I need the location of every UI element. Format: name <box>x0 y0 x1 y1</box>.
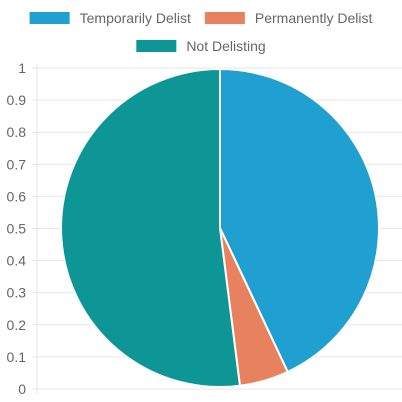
y-tick-label: 0.8 <box>7 124 27 140</box>
legend-swatch <box>29 12 70 24</box>
pie-slice-temporarily-delist[interactable] <box>219 67 380 374</box>
y-axis: 0 0.1 0.2 0.3 0.4 0.5 0.6 0.7 0.8 0.9 1 <box>7 60 27 397</box>
y-tick-label: 0.2 <box>7 317 27 333</box>
y-tick-label: 0.3 <box>7 285 27 301</box>
legend-swatch <box>204 12 245 24</box>
legend-swatch <box>136 40 177 52</box>
legend: Temporarily Delist Permanently Delist Not … <box>29 10 373 54</box>
y-tick-label: 0.6 <box>7 188 27 204</box>
y-tick-label: 0.5 <box>7 221 27 237</box>
pie-slices <box>60 67 380 388</box>
y-tick-label: 0.4 <box>7 253 27 269</box>
pie-slice-not-delisting[interactable] <box>60 67 242 388</box>
legend-item-permanently-delist[interactable]: Permanently Delist <box>204 10 373 26</box>
legend-item-not-delisting[interactable]: Not Delisting <box>136 38 266 54</box>
legend-label: Temporarily Delist <box>80 10 191 26</box>
legend-item-temporarily-delist[interactable]: Temporarily Delist <box>29 10 191 26</box>
y-tick-label: 0.7 <box>7 156 27 172</box>
legend-label: Not Delisting <box>186 38 265 54</box>
y-tick-label: 0.1 <box>7 349 27 365</box>
y-tick-label: 1 <box>18 60 26 76</box>
y-tick-label: 0.9 <box>7 92 27 108</box>
y-tick-label: 0 <box>18 381 26 397</box>
legend-label: Permanently Delist <box>255 10 373 26</box>
